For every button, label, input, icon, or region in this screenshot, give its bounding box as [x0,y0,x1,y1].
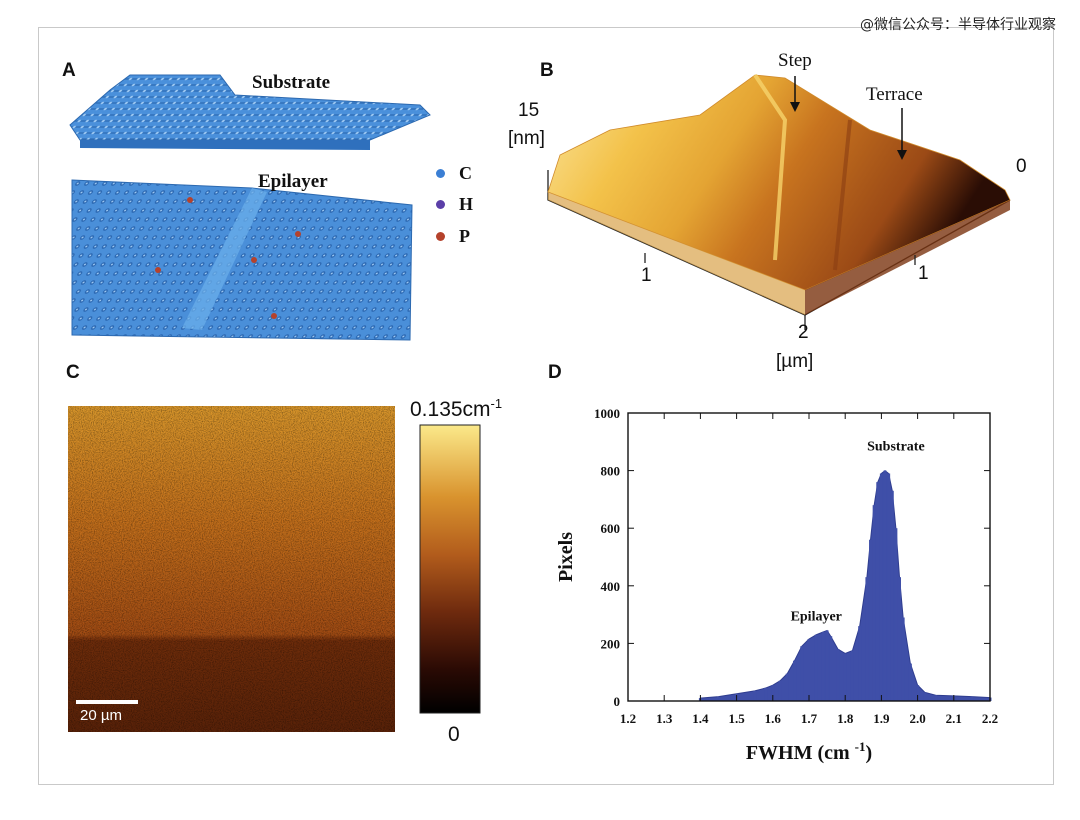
peak-annotation: Substrate [867,439,925,454]
scale-bar [76,700,138,704]
panel-b-label: B [540,60,554,81]
hydrogen-dot-icon [436,200,445,209]
histogram-bar [821,631,825,701]
histogram-bar [858,626,862,701]
x-tick-label: 1.9 [873,711,890,726]
histogram-bar [825,630,829,701]
peak-annotation: Epilayer [791,609,842,624]
y-tick-label: 800 [601,464,621,479]
x-tick-1: 1 [641,265,652,286]
y-axis-label: Pixels [555,532,577,582]
legend-c: C [436,163,472,184]
colorbar-max-label: 0.135cm-1 [410,396,502,422]
x-axis-label: FWHM (cm -1) [746,739,872,764]
y-tick-label: 1000 [594,406,620,421]
legend-p: P [436,226,470,247]
fwhm-histogram-chart: 1.2 1.3 1.4 1.5 1.6 1.7 1.8 1.9 2.0 2.1 2.2 0 200 400… [555,406,998,764]
panel-a-label: A [62,60,76,81]
y-tick-label: 200 [601,636,621,651]
z-unit-label: [nm] [508,128,545,149]
phosphorus-dot-icon [436,232,445,241]
histogram-bar [814,634,818,701]
y-tick-label: 0 [614,694,621,709]
axis-unit-label: [µm] [776,351,814,372]
histogram-bar [850,650,854,701]
legend-h: H [436,194,473,215]
histogram-bar [793,660,797,701]
histogram-bar [883,470,887,701]
histogram-bar [970,696,974,701]
histogram-bar [898,577,901,701]
histogram-bar [894,528,898,701]
histogram-bar [800,646,804,701]
histogram-bar [887,473,891,701]
histogram-bar [785,673,789,701]
x-tick-label: 2.2 [982,711,998,726]
x-tick-label: 1.2 [620,711,636,726]
z-max-label: 15 [518,100,540,121]
colorbar [419,424,481,714]
colorbar-max-sup: -1 [490,396,503,411]
substrate-lattice [69,74,431,150]
epilayer-label: Epilayer [258,171,328,192]
terrace-label: Terrace [866,84,923,105]
panel-c-label: C [66,362,80,383]
histogram-bar [869,539,873,701]
panel-d-label: D [548,362,562,383]
colorbar-min-label: 0 [448,723,460,746]
carbon-dot-icon [436,169,445,178]
histogram-bar [876,482,880,701]
histogram-bar [843,653,847,701]
raman-map-image [68,406,395,732]
x-tick-label: 1.3 [656,711,673,726]
histogram-bar [717,696,720,701]
histogram-bar [934,695,938,701]
z-min-label: 0 [1016,156,1027,177]
x-tick-label: 1.5 [728,711,745,726]
histogram-bar [879,473,883,701]
epilayer-lattice [71,179,413,341]
y-tick-label: 600 [601,521,621,536]
legend-h-label: H [459,194,474,214]
histogram-bar [923,692,927,701]
x-tick-label: 1.4 [692,711,709,726]
histogram-bar [908,663,912,701]
scale-bar-label: 20 µm [80,707,122,724]
legend-p-label: P [459,226,470,246]
x-tick-label: 1.8 [837,711,854,726]
legend-c-label: C [459,163,472,183]
histogram-bar [753,690,757,701]
histogram-bar [829,636,833,701]
watermark-text: @微信公众号：半导体行业观察 [860,17,1056,33]
y-tick-label: 400 [601,579,621,594]
histogram-bar [865,577,869,701]
histogram-bar [890,490,894,701]
histogram-bar [771,685,775,701]
x-tick-label: 2.0 [909,711,925,726]
tick-2: 2 [798,322,809,343]
x-tick-label: 1.6 [765,711,782,726]
histogram-bar [836,649,840,701]
histogram-bar [916,685,920,701]
histogram-bar [901,617,905,701]
histogram-bar [872,505,876,701]
colorbar-max-value: 0.135cm [410,398,491,421]
x-tick-label: 2.1 [946,711,962,726]
x-tick-label: 1.7 [801,711,818,726]
histogram-bar [778,680,782,701]
afm-3d-surface [547,73,1011,330]
histogram-bar [807,639,811,701]
step-label: Step [778,50,812,71]
y-tick-1: 1 [918,263,929,284]
histogram-bar [764,688,768,701]
substrate-label: Substrate [252,72,331,93]
